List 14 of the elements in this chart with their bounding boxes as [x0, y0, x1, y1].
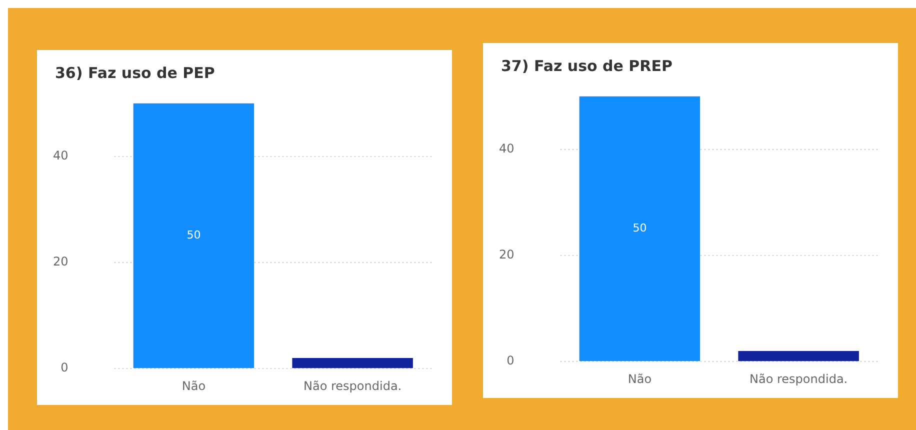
y-tick-label: 40 — [498, 141, 514, 156]
chart-title: 36) Faz uso de PEP — [55, 64, 215, 82]
data-label: 50 — [632, 222, 647, 235]
y-tick-label: 0 — [506, 354, 514, 368]
data-label: 50 — [186, 228, 201, 242]
y-tick-label: 20 — [498, 248, 514, 262]
x-tick-label: Não — [182, 378, 206, 393]
y-tick-label: 0 — [60, 360, 68, 375]
x-tick-label: Não respondida. — [304, 378, 402, 393]
y-tick-label: 20 — [52, 254, 68, 269]
chart-title: 37) Faz uso de PREP — [501, 57, 672, 75]
x-tick-label: Não — [628, 372, 652, 386]
y-tick-label: 40 — [52, 148, 68, 162]
x-tick-label: Não respondida. — [750, 372, 848, 386]
